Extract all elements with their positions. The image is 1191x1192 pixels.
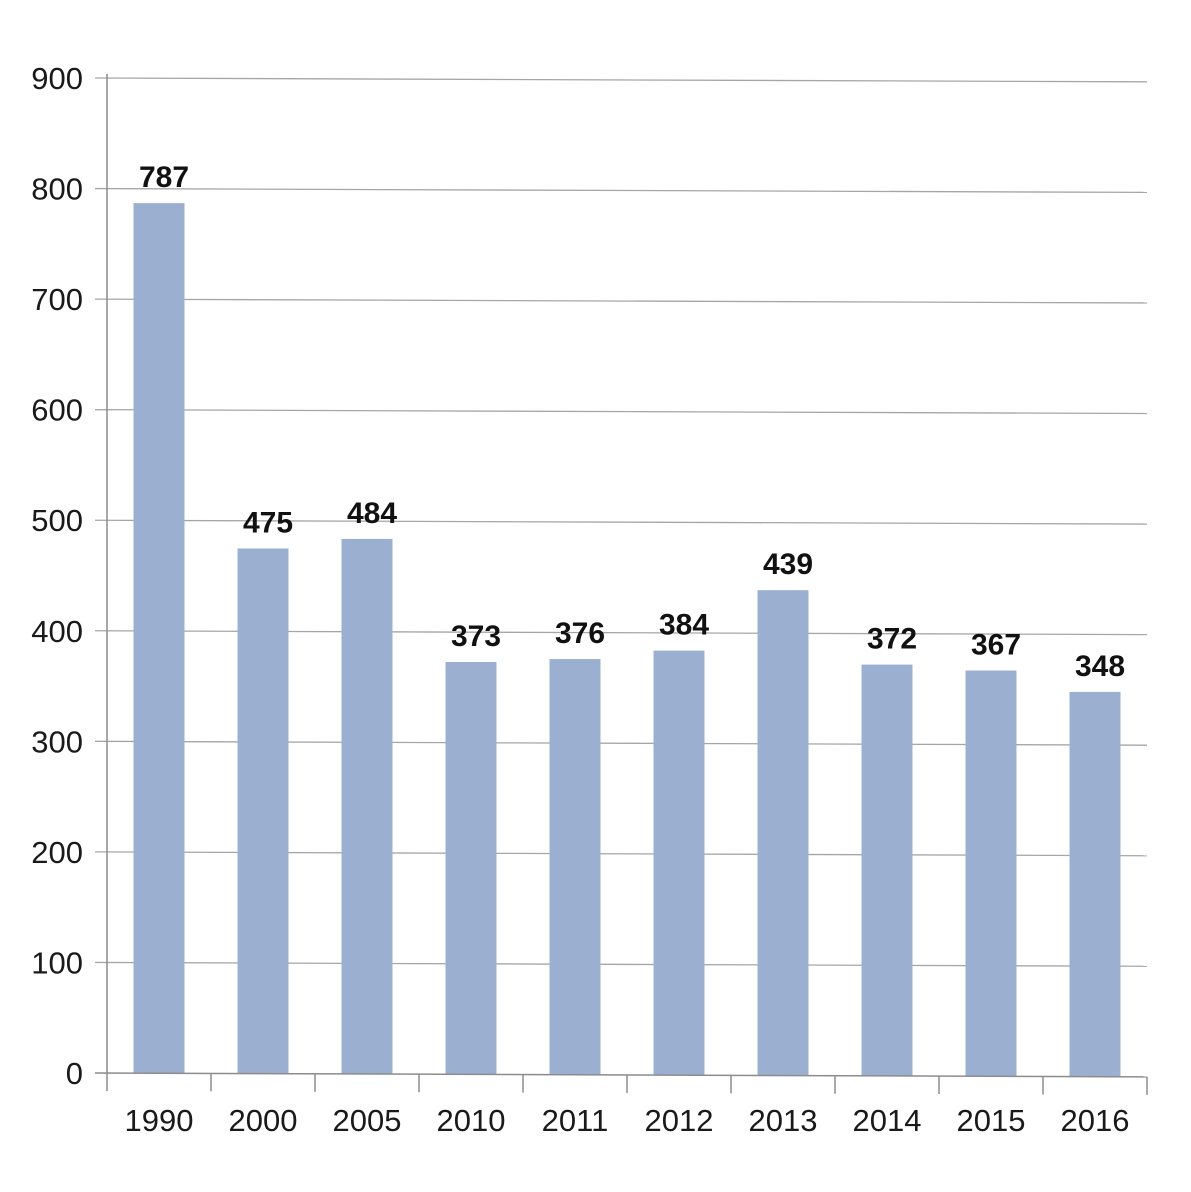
data-label: 384	[659, 609, 709, 642]
x-tick-label: 2005	[333, 1103, 402, 1138]
bar	[341, 538, 393, 1074]
data-labels: 787 475 484 373 376 384 439 372 367 348	[139, 161, 1125, 683]
data-label: 787	[139, 161, 189, 194]
data-label: 367	[971, 629, 1021, 662]
bar	[133, 203, 185, 1074]
gridline	[94, 77, 1148, 83]
bar	[653, 650, 705, 1076]
x-tick-label: 2016	[1061, 1103, 1130, 1138]
y-tick-label: 0	[66, 1056, 83, 1091]
x-tick-label: 2000	[229, 1103, 298, 1138]
gridline	[94, 409, 1148, 415]
y-tick-label: 600	[31, 393, 83, 428]
data-label: 484	[347, 497, 397, 530]
gridline	[94, 187, 1148, 194]
data-label: 372	[867, 623, 917, 656]
y-tick-label: 100	[31, 945, 83, 980]
data-label: 376	[555, 617, 605, 650]
bars	[133, 203, 1121, 1077]
y-tick-labels: 0 100 200 300 400 500 600 700 800 900	[31, 61, 83, 1091]
gridline	[94, 519, 1148, 525]
data-label: 439	[763, 548, 813, 581]
y-tick-label: 300	[31, 724, 83, 759]
gridline	[94, 298, 1148, 304]
bar	[237, 548, 289, 1074]
x-axis-line	[94, 1072, 1148, 1078]
x-tick-label: 1990	[125, 1103, 194, 1138]
y-tick-label: 800	[31, 172, 83, 207]
bar	[549, 659, 601, 1075]
y-tick-label: 400	[31, 614, 83, 649]
axes	[94, 74, 1148, 1095]
x-tick-label: 2013	[749, 1103, 818, 1138]
data-label: 373	[451, 620, 501, 653]
bar	[757, 590, 809, 1076]
x-tick-label: 2014	[853, 1103, 922, 1138]
y-tick-label: 200	[31, 835, 83, 870]
x-tick-label: 2010	[437, 1103, 506, 1138]
x-tick-labels: 1990 2000 2005 2010 2011 2012 2013 2014 2015 2016	[125, 1103, 1130, 1138]
x-tick-label: 2012	[645, 1103, 714, 1138]
data-label: 475	[243, 506, 293, 539]
data-label: 348	[1075, 650, 1125, 683]
bar	[1069, 691, 1121, 1077]
x-tick-label: 2015	[957, 1103, 1026, 1138]
bar	[445, 661, 497, 1075]
x-tick-label: 2011	[542, 1103, 609, 1138]
y-tick-label: 700	[31, 282, 83, 317]
y-tick-label: 500	[31, 503, 83, 538]
y-tick-label: 900	[31, 61, 83, 96]
bar	[965, 670, 1017, 1077]
bar	[861, 664, 913, 1076]
